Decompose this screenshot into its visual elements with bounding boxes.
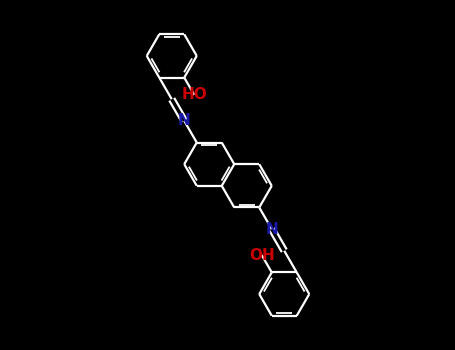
Text: N: N bbox=[265, 222, 278, 237]
Text: HO: HO bbox=[182, 88, 207, 103]
Text: N: N bbox=[178, 113, 191, 128]
Text: OH: OH bbox=[249, 247, 275, 262]
